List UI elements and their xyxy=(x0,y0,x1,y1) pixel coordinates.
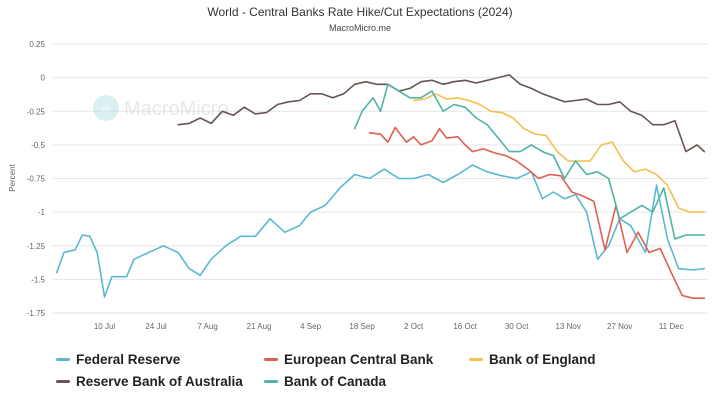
legend-item[interactable]: European Central Bank xyxy=(264,349,433,369)
legend-label: Bank of Canada xyxy=(284,373,387,389)
x-tick-label: 21 Aug xyxy=(247,322,272,331)
chart-title: World - Central Banks Rate Hike/Cut Expe… xyxy=(207,5,513,19)
x-axis-ticks: 10 Jul 24 Jul 7 Aug 21 Aug 4 Sep 18 Sep 2 Oct 1… xyxy=(94,322,684,331)
y-tick-label: -0.75 xyxy=(27,175,46,184)
x-tick-label: 2 Oct xyxy=(404,322,424,331)
y-tick-label: -1 xyxy=(38,208,46,217)
x-tick-label: 10 Jul xyxy=(94,322,116,331)
y-tick-label: 0.25 xyxy=(29,40,45,49)
x-tick-label: 24 Jul xyxy=(145,322,167,331)
y-tick-label: -0.5 xyxy=(31,141,45,150)
x-tick-label: 7 Aug xyxy=(197,322,217,331)
x-tick-label: 13 Nov xyxy=(555,322,580,331)
x-tick-label: 18 Sep xyxy=(349,322,375,331)
series-line-european-central-bank xyxy=(368,126,706,300)
watermark-icon-glyph: m xyxy=(102,104,110,115)
series-line-federal-reserve xyxy=(55,164,706,298)
y-tick-label: -1.5 xyxy=(31,275,45,284)
legend-label: Reserve Bank of Australia xyxy=(76,373,243,389)
legend-swatch xyxy=(56,357,70,361)
x-tick-label: 30 Oct xyxy=(505,322,529,331)
y-axis-ticks: 0.25 0 -0.25 -0.5 -0.75 -1 -1.25 -1.5 -1.75 xyxy=(27,40,46,318)
chart-subtitle: MacroMicro.me xyxy=(328,23,391,33)
y-tick-label: -1.75 xyxy=(27,309,46,318)
x-tick-label: 11 Dec xyxy=(659,322,684,331)
series-lines xyxy=(55,74,706,300)
watermark-icon xyxy=(93,95,119,121)
y-tick-label: -0.25 xyxy=(27,107,46,116)
legend-label: European Central Bank xyxy=(284,351,434,367)
x-tick-label: 16 Oct xyxy=(453,322,477,331)
legend-label: Bank of England xyxy=(489,351,596,367)
legend-swatch xyxy=(469,357,483,361)
legend-label: Federal Reserve xyxy=(76,351,181,367)
legend-swatch xyxy=(264,379,278,383)
legend-item[interactable]: Bank of England xyxy=(469,349,596,369)
legend-item[interactable]: Bank of Canada xyxy=(264,371,386,391)
legend-swatch xyxy=(56,379,70,383)
legend: Federal Reserve European Central Bank Bank… xyxy=(56,349,706,393)
watermark-text: MacroMicro xyxy=(124,98,228,120)
x-tick-label: 27 Nov xyxy=(607,322,632,331)
series-line-bank-of-england xyxy=(412,93,706,213)
legend-item[interactable]: Reserve Bank of Australia xyxy=(56,371,243,391)
x-tick-label: 4 Sep xyxy=(300,322,321,331)
series-line-bank-of-canada xyxy=(353,83,706,240)
series-line-reserve-bank-of-australia xyxy=(177,74,706,153)
y-tick-label: 0 xyxy=(41,74,46,83)
y-tick-label: -1.25 xyxy=(27,242,46,251)
legend-item[interactable]: Federal Reserve xyxy=(56,349,180,369)
legend-swatch xyxy=(264,357,278,361)
y-axis-label: Percent xyxy=(8,163,17,191)
watermark-logo: m MacroMicro xyxy=(93,95,228,121)
